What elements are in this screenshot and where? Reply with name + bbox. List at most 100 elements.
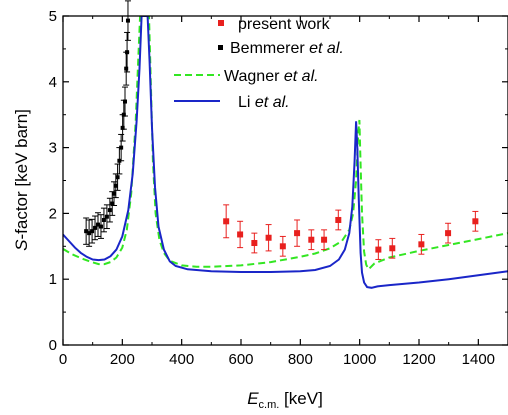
x-tick-label: 800 bbox=[288, 351, 313, 368]
legend-label-li: Li et al. bbox=[238, 94, 290, 111]
marker bbox=[389, 245, 396, 252]
point-bemmerer bbox=[86, 219, 93, 247]
marker bbox=[123, 99, 128, 104]
point-present bbox=[472, 210, 479, 232]
legend-label-present: present work bbox=[238, 16, 331, 33]
point-bemmerer bbox=[119, 114, 126, 142]
x-tick-label: 1000 bbox=[343, 351, 376, 368]
legend-marker-bemmerer bbox=[218, 45, 223, 50]
marker bbox=[110, 201, 115, 206]
point-present bbox=[223, 204, 230, 239]
x-tick-label: 200 bbox=[110, 351, 135, 368]
x-tick-label: 600 bbox=[228, 351, 253, 368]
point-bemmerer bbox=[92, 215, 99, 241]
point-bemmerer bbox=[95, 212, 102, 237]
y-axis-title: S-factor [keV barn] bbox=[12, 109, 31, 251]
point-bemmerer bbox=[100, 207, 107, 233]
curves-layer bbox=[63, 16, 508, 289]
marker bbox=[112, 191, 117, 196]
marker bbox=[472, 218, 479, 225]
point-present bbox=[445, 222, 452, 244]
y-axis-title-rest: -factor [keV barn] bbox=[12, 109, 31, 239]
curve-li bbox=[63, 16, 508, 289]
x-tick-label: 400 bbox=[169, 351, 194, 368]
y-axis-title-symbol: S bbox=[12, 239, 31, 251]
marker bbox=[101, 217, 106, 222]
x-tick-label: 1400 bbox=[462, 351, 495, 368]
marker bbox=[265, 234, 272, 241]
marker bbox=[121, 112, 126, 117]
marker bbox=[335, 216, 342, 223]
marker bbox=[294, 230, 301, 237]
marker bbox=[90, 229, 95, 234]
legend-label-bemmerer: Bemmerer et al. bbox=[230, 40, 344, 57]
marker bbox=[125, 18, 130, 23]
y-tick-label: 5 bbox=[49, 8, 57, 25]
marker bbox=[93, 225, 98, 230]
x-axis-title: Ec.m. [keV] bbox=[247, 389, 323, 411]
marker bbox=[223, 218, 230, 225]
marker bbox=[251, 240, 258, 247]
marker bbox=[104, 214, 109, 219]
marker bbox=[107, 208, 112, 213]
marker bbox=[115, 175, 120, 180]
y-tick-label: 1 bbox=[49, 271, 57, 288]
marker bbox=[375, 246, 382, 253]
x-axis-title-symbol: E bbox=[247, 389, 259, 408]
point-bemmerer bbox=[97, 214, 104, 239]
point-present bbox=[418, 233, 425, 255]
point-present bbox=[389, 237, 396, 259]
legend: present work Bemmerer et al. Wagner et a… bbox=[174, 16, 344, 111]
legend-label-present-text: present work bbox=[238, 16, 331, 33]
point-present bbox=[321, 229, 328, 251]
point-present bbox=[375, 239, 382, 260]
marker bbox=[125, 50, 130, 55]
legend-label-wagner-etal: et al. bbox=[284, 68, 319, 85]
x-tick-label: 1200 bbox=[402, 351, 435, 368]
x-axis-title-unit: [keV] bbox=[279, 389, 322, 408]
point-present bbox=[251, 232, 258, 254]
legend-label-bemmerer-text: Bemmerer bbox=[230, 40, 309, 57]
point-bemmerer bbox=[103, 204, 110, 230]
point-bemmerer bbox=[83, 217, 90, 245]
point-present bbox=[265, 224, 272, 252]
y-tick-label: 0 bbox=[49, 337, 57, 354]
point-bemmerer bbox=[89, 218, 96, 244]
legend-label-wagner-text: Wagner bbox=[224, 68, 284, 85]
marker bbox=[321, 236, 328, 243]
marker bbox=[84, 229, 89, 234]
marker bbox=[96, 222, 101, 227]
marker bbox=[279, 243, 286, 250]
point-bemmerer bbox=[123, 51, 130, 86]
point-present bbox=[294, 219, 301, 247]
curve-wagner bbox=[63, 16, 508, 271]
marker bbox=[120, 125, 125, 130]
plot-frame bbox=[62, 15, 508, 346]
marker bbox=[124, 66, 129, 71]
x-axis-title-subscript: c.m. bbox=[259, 399, 280, 411]
x-tick-label: 0 bbox=[59, 351, 67, 368]
point-present bbox=[237, 220, 244, 249]
legend-label-wagner: Wagner et al. bbox=[224, 68, 319, 85]
legend-label-bemmerer-etal: et al. bbox=[309, 40, 344, 57]
y-tick-label: 3 bbox=[49, 140, 57, 157]
marker bbox=[445, 230, 452, 237]
marker bbox=[98, 224, 103, 229]
point-bemmerer bbox=[122, 86, 129, 117]
point-bemmerer bbox=[124, 31, 131, 73]
marker bbox=[308, 236, 315, 243]
legend-marker-present bbox=[218, 20, 224, 26]
points-layer bbox=[83, 0, 479, 260]
marker bbox=[87, 231, 92, 236]
marker bbox=[418, 241, 425, 248]
legend-label-li-etal: et al. bbox=[255, 94, 290, 111]
point-present bbox=[335, 209, 342, 231]
ticks-layer: 0 200 400 600 800 1000 1200 1400 0 1 2 3 4 5 bbox=[49, 8, 508, 368]
point-bemmerer bbox=[118, 133, 125, 162]
point-present bbox=[279, 235, 286, 257]
y-tick-label: 4 bbox=[49, 74, 57, 91]
marker bbox=[237, 231, 244, 238]
marker bbox=[113, 183, 118, 188]
y-tick-label: 2 bbox=[49, 205, 57, 222]
